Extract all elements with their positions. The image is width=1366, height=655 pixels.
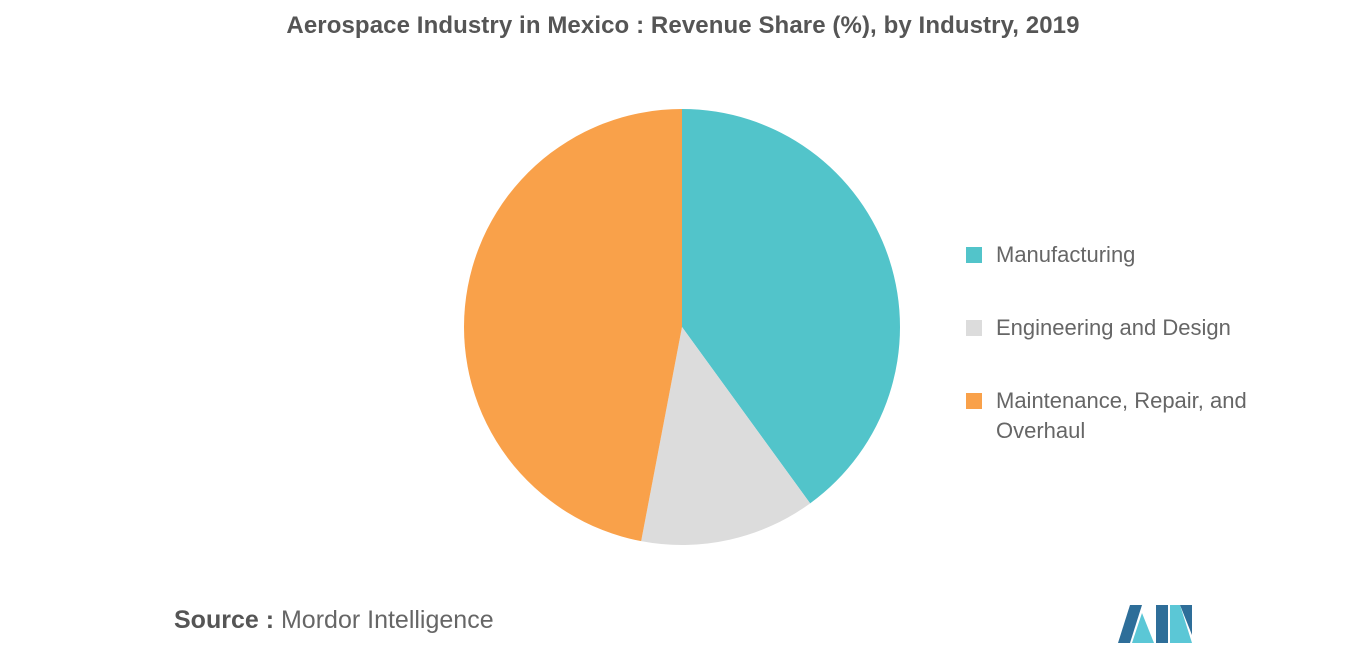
legend-item-maintenance-repair-overhaul: Maintenance, Repair, and Overhaul: [966, 386, 1296, 446]
legend-item-manufacturing: Manufacturing: [966, 240, 1296, 270]
chart-legend: Manufacturing Engineering and Design Mai…: [966, 240, 1296, 489]
pie-slice-manufacturing: [682, 109, 900, 504]
source-text: Mordor Intelligence: [280, 606, 494, 634]
legend-item-engineering-and-design: Engineering and Design: [966, 313, 1296, 343]
legend-swatch-maintenance-repair-overhaul: [966, 393, 982, 409]
source-note: Source : Mordor Intelligence: [174, 606, 494, 635]
chart-title: Aerospace Industry in Mexico : Revenue S…: [286, 12, 1080, 39]
mordor-intelligence-logo-icon: [1118, 605, 1192, 643]
pie-slice-maintenance-repair-and-overhaul: [463, 109, 682, 542]
legend-swatch-manufacturing: [966, 247, 982, 263]
pie-slice-engineering-and-design: [641, 327, 811, 545]
legend-label-engineering-and-design: Engineering and Design: [996, 315, 1231, 340]
legend-label-manufacturing: Manufacturing: [996, 242, 1136, 267]
legend-swatch-engineering-and-design: [966, 320, 982, 336]
legend-label-maintenance-repair-overhaul: Maintenance, Repair, and Overhaul: [996, 388, 1247, 443]
source-label: Source :: [174, 606, 275, 634]
pie-slices: [463, 109, 900, 545]
